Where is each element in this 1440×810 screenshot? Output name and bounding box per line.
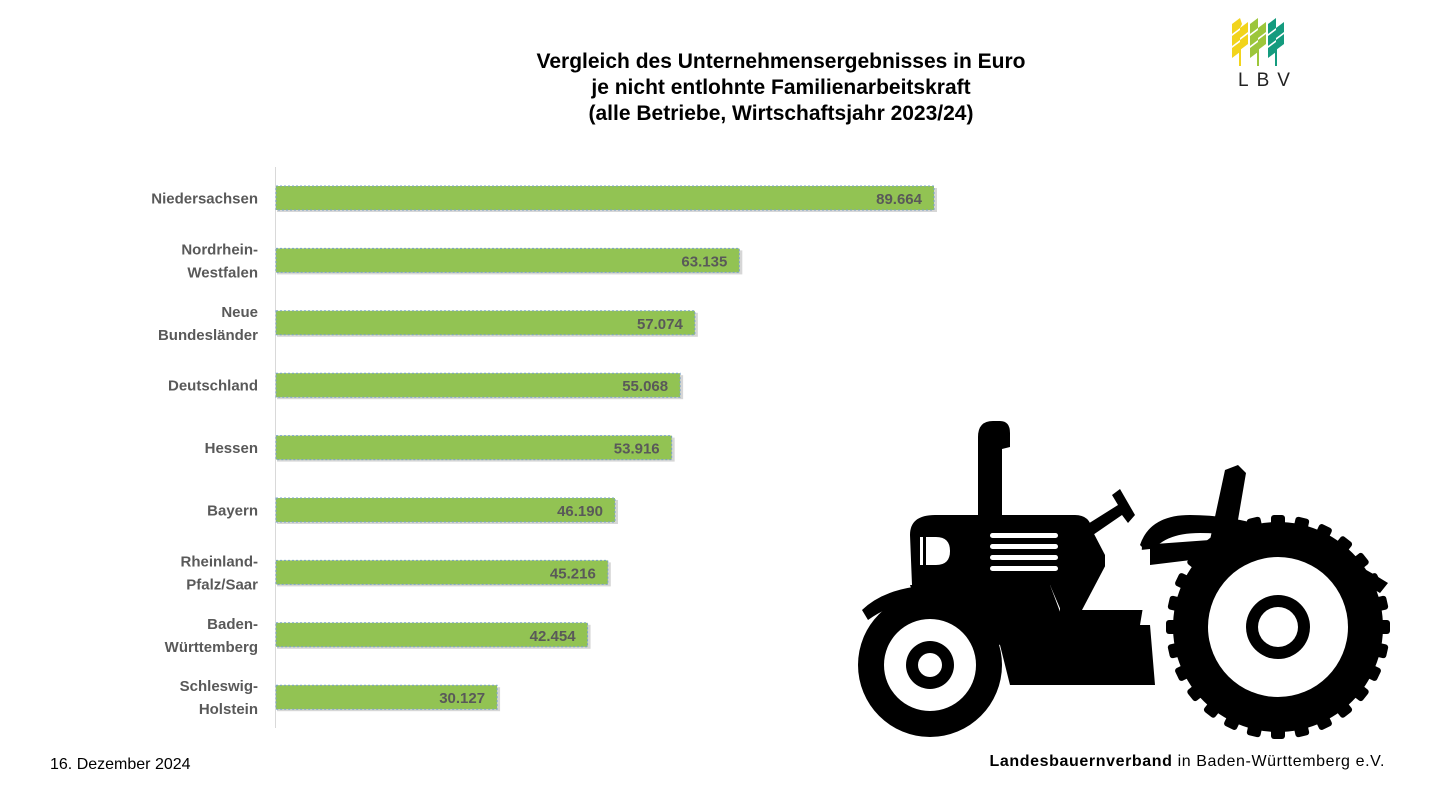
category-label: Bundesländer bbox=[158, 327, 258, 344]
data-label: 45.216 bbox=[550, 565, 596, 582]
tyre-tread bbox=[1293, 516, 1310, 533]
category-label: Württemberg bbox=[165, 639, 258, 656]
category-label: Bayern bbox=[207, 503, 258, 520]
bar bbox=[275, 622, 589, 648]
tyre-tread bbox=[1175, 573, 1192, 590]
tyre-tread bbox=[1334, 536, 1353, 554]
category-label: Pfalz/Saar bbox=[186, 576, 258, 593]
logo-text: LBV bbox=[1238, 70, 1298, 91]
tyre-tread bbox=[1351, 683, 1369, 702]
tyre-tread bbox=[1271, 515, 1285, 529]
tractor-icon bbox=[858, 421, 1390, 739]
tyre-tread bbox=[1372, 642, 1389, 659]
tyre-tread bbox=[1364, 664, 1381, 681]
tyre-tread bbox=[1364, 573, 1381, 590]
chart-title: Vergleich des Unternehmensergebnisses in… bbox=[380, 49, 1182, 127]
tyre-tread bbox=[1315, 713, 1332, 730]
data-label: 46.190 bbox=[557, 503, 603, 520]
tyre-tread bbox=[1293, 721, 1310, 738]
footer-organization: Landesbauernverband in Baden-Württemberg… bbox=[990, 753, 1385, 771]
bar bbox=[275, 247, 740, 273]
tyre-tread bbox=[1187, 552, 1205, 571]
tyre-tread bbox=[1246, 721, 1263, 738]
data-label: 42.454 bbox=[530, 628, 577, 645]
tyre-tread bbox=[1175, 664, 1192, 681]
footer-date: 16. Dezember 2024 bbox=[50, 756, 191, 773]
tyre-tread bbox=[1224, 524, 1241, 541]
footer-org-bold: Landesbauernverband bbox=[989, 753, 1173, 770]
category-label: Deutschland bbox=[168, 378, 258, 395]
category-label: Nordrhein- bbox=[181, 241, 258, 258]
tyre-tread bbox=[1187, 683, 1205, 702]
tyre-tread bbox=[1271, 725, 1285, 739]
category-label: Niedersachsen bbox=[151, 191, 258, 208]
category-label: Westfalen bbox=[187, 264, 258, 281]
tyre-tread bbox=[1203, 536, 1222, 554]
tyre-tread bbox=[1167, 642, 1184, 659]
data-label: 55.068 bbox=[622, 378, 668, 395]
category-label: Schleswig- bbox=[180, 678, 258, 695]
tyre-tread bbox=[1246, 516, 1263, 533]
category-label: Holstein bbox=[199, 701, 258, 718]
data-label: 57.074 bbox=[637, 316, 684, 333]
chart-title-line-1: Vergleich des Unternehmensergebnisses in… bbox=[536, 50, 1026, 73]
bar bbox=[275, 310, 696, 336]
bar bbox=[275, 185, 935, 211]
data-label: 53.916 bbox=[614, 441, 660, 458]
bar bbox=[275, 435, 673, 461]
chart-title-line-2: je nicht entlohnte Familienarbeitskraft bbox=[591, 76, 971, 99]
bar bbox=[275, 497, 616, 523]
category-label: Baden- bbox=[207, 616, 258, 633]
category-label: Hessen bbox=[205, 440, 258, 457]
tyre-tread bbox=[1376, 620, 1390, 634]
tyre-tread bbox=[1166, 620, 1180, 634]
bar bbox=[275, 684, 498, 710]
tyre-tread bbox=[1224, 713, 1241, 730]
category-label: Rheinland- bbox=[181, 553, 259, 570]
chart-title-line-3: (alle Betriebe, Wirtschaftsjahr 2023/24) bbox=[588, 102, 974, 125]
bar bbox=[275, 559, 609, 585]
tyre-tread bbox=[1315, 524, 1332, 541]
tyre-tread bbox=[1351, 552, 1369, 571]
data-label: 63.135 bbox=[681, 253, 727, 270]
data-label: 30.127 bbox=[439, 690, 485, 707]
tyre-tread bbox=[1334, 700, 1353, 718]
lbv-logo-icon bbox=[1232, 18, 1284, 66]
tyre-tread bbox=[1372, 595, 1389, 612]
tyre-tread bbox=[1167, 595, 1184, 612]
data-label: 89.664 bbox=[876, 191, 923, 208]
bar bbox=[275, 372, 681, 398]
tyre-tread bbox=[1203, 700, 1222, 718]
category-label: Neue bbox=[221, 304, 258, 321]
footer-org-rest: in Baden-Württemberg e.V. bbox=[1172, 753, 1385, 770]
